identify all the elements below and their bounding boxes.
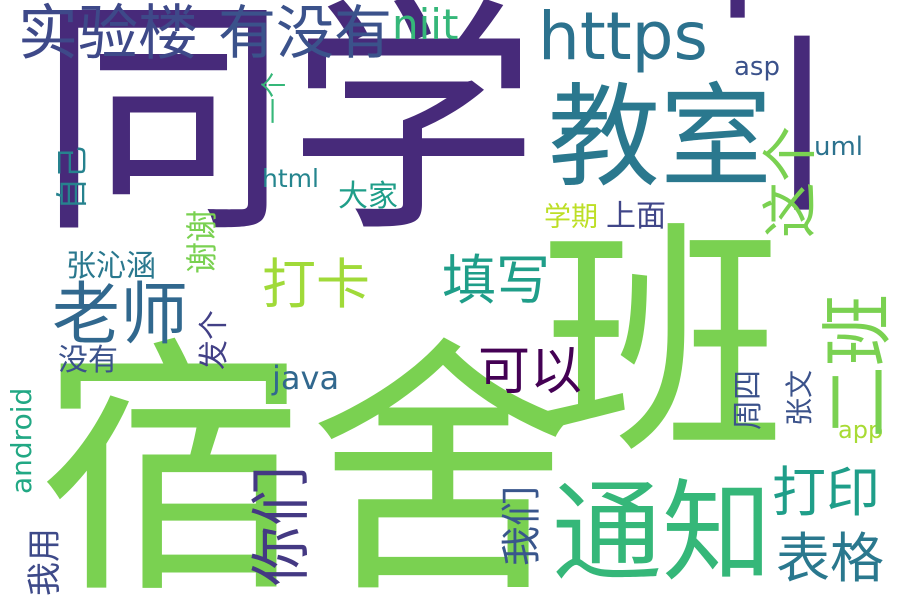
- word: niit: [392, 0, 459, 49]
- word: 这个: [759, 126, 824, 238]
- word: 没有: [58, 343, 118, 378]
- word: 上面: [606, 199, 666, 234]
- word: 谢谢: [183, 209, 221, 274]
- word: uml: [814, 132, 864, 162]
- word: 周四: [731, 370, 766, 430]
- word: 张沁涵: [66, 249, 156, 284]
- word: 实验楼: [18, 0, 198, 69]
- word: 宿舍: [38, 315, 578, 600]
- word: 学期: [544, 202, 598, 233]
- word: 表格: [776, 527, 884, 590]
- word: 老师: [52, 276, 189, 355]
- word: html: [262, 164, 319, 193]
- word: 自己: [53, 145, 91, 210]
- word: 可以: [478, 342, 583, 402]
- word: 打印: [772, 461, 880, 524]
- word: 教室: [548, 73, 772, 203]
- word: 大家: [338, 179, 398, 214]
- word: 我们: [499, 486, 545, 566]
- word: 同学: [38, 0, 538, 266]
- word: 通知: [552, 469, 772, 597]
- word: app: [838, 416, 884, 444]
- word: 班: [540, 202, 785, 487]
- word: 张文: [783, 369, 816, 426]
- word: 有没有: [218, 0, 393, 67]
- word: java: [272, 359, 340, 397]
- word: 打卡: [262, 253, 370, 316]
- word: 二班: [816, 293, 900, 438]
- word: 填写: [442, 249, 550, 312]
- word: 你们: [247, 466, 317, 586]
- word: 发个: [197, 310, 232, 370]
- word: android: [5, 387, 38, 494]
- word: 我用: [25, 528, 65, 596]
- word: https: [538, 0, 708, 75]
- word: asp: [734, 52, 780, 82]
- word: 一个: [260, 71, 290, 124]
